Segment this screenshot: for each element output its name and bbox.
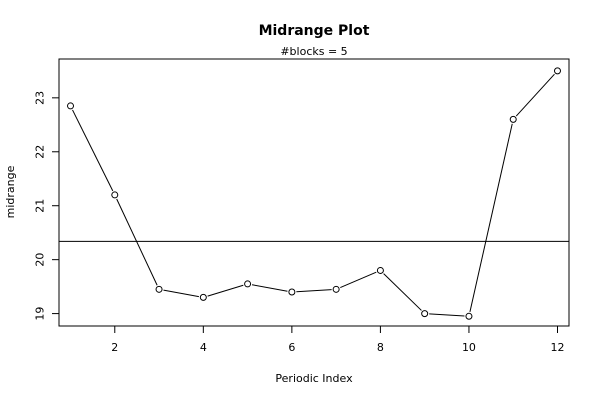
y-tick-label-22: 22	[34, 145, 47, 159]
data-point-4	[199, 293, 207, 301]
data-point-8	[376, 266, 384, 274]
chart-title: Midrange Plot	[259, 23, 370, 39]
x-tick-label-2: 2	[111, 341, 118, 354]
series-segment-7	[340, 271, 377, 289]
y-tick-label-19: 19	[34, 307, 47, 321]
chart-subtitle: #blocks = 5	[280, 45, 347, 58]
plot-frame	[58, 58, 570, 327]
series-segment-8	[383, 273, 422, 311]
y-axis-label: midrange	[4, 165, 17, 218]
x-tick-label-12: 12	[550, 341, 564, 354]
x-tick-label-8: 8	[377, 341, 384, 354]
data-point-7	[332, 285, 340, 293]
y-tick-label-23: 23	[34, 91, 47, 105]
data-point-2	[111, 191, 119, 199]
x-axis: 2 4 6 8 10 12	[111, 326, 564, 354]
series-segment-4	[207, 284, 244, 297]
series-segment-2	[116, 198, 158, 286]
data-point-3	[155, 285, 163, 293]
series-segment-11	[515, 73, 555, 117]
series-segment-9	[429, 313, 465, 317]
series-segment-3	[163, 289, 199, 298]
data-point-12	[553, 67, 561, 75]
x-axis-label: Periodic Index	[275, 372, 353, 385]
x-tick-label-10: 10	[462, 341, 476, 354]
x-tick-label-4: 4	[200, 341, 207, 354]
series-segment-10	[469, 123, 513, 313]
data-point-11	[509, 115, 517, 123]
series-group	[67, 67, 561, 320]
y-tick-label-21: 21	[34, 199, 47, 213]
data-point-1	[67, 102, 75, 110]
data-point-9	[421, 310, 429, 318]
series-segment-6	[296, 289, 332, 293]
series-segment-5	[251, 284, 288, 292]
x-tick-label-6: 6	[288, 341, 295, 354]
data-point-6	[288, 288, 296, 296]
series-segment-1	[72, 109, 114, 192]
y-axis: 19 20 21 22 23	[34, 91, 59, 321]
data-point-10	[465, 312, 473, 320]
y-tick-label-20: 20	[34, 253, 47, 267]
data-point-5	[244, 280, 252, 288]
